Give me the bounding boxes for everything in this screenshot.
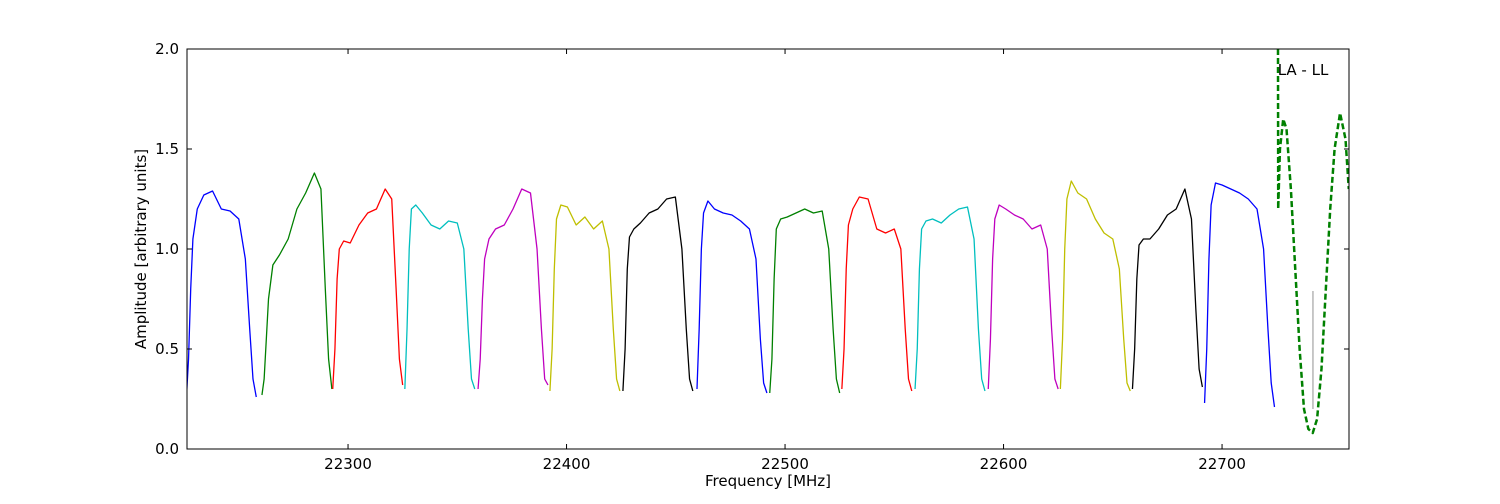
series-line [769,208,841,394]
series-line [622,196,694,392]
annotation: LA - LL [1278,61,1329,79]
series-line [841,196,913,392]
plot-area [187,49,1349,435]
series-line [1203,182,1276,408]
series-line [261,172,333,396]
x-tick-label: 22600 [980,455,1028,473]
series-line [914,206,986,392]
series-line [549,204,621,392]
x-tick-label: 22300 [324,455,372,473]
x-tick-label: 22700 [1198,455,1246,473]
y-tick-label: 2.0 [155,40,179,58]
y-tick-label: 0.0 [155,440,179,458]
series-line [1059,180,1131,392]
y-tick-label: 1.5 [155,140,179,158]
series-line [696,200,768,394]
series-line [187,190,257,399]
series-line [1131,188,1204,390]
series-line [332,188,404,390]
series-line [404,204,476,390]
x-axis-label: Frequency [MHz] [705,472,831,490]
x-tick-label: 22500 [761,455,809,473]
y-tick-label: 1.0 [155,240,179,258]
y-axis-label: Amplitude [arbitrary units] [132,149,150,349]
series-line [987,204,1059,390]
y-tick-label: 0.5 [155,340,179,358]
series-line [1276,49,1349,435]
x-tick-label: 22400 [543,455,591,473]
series-line [477,188,549,390]
